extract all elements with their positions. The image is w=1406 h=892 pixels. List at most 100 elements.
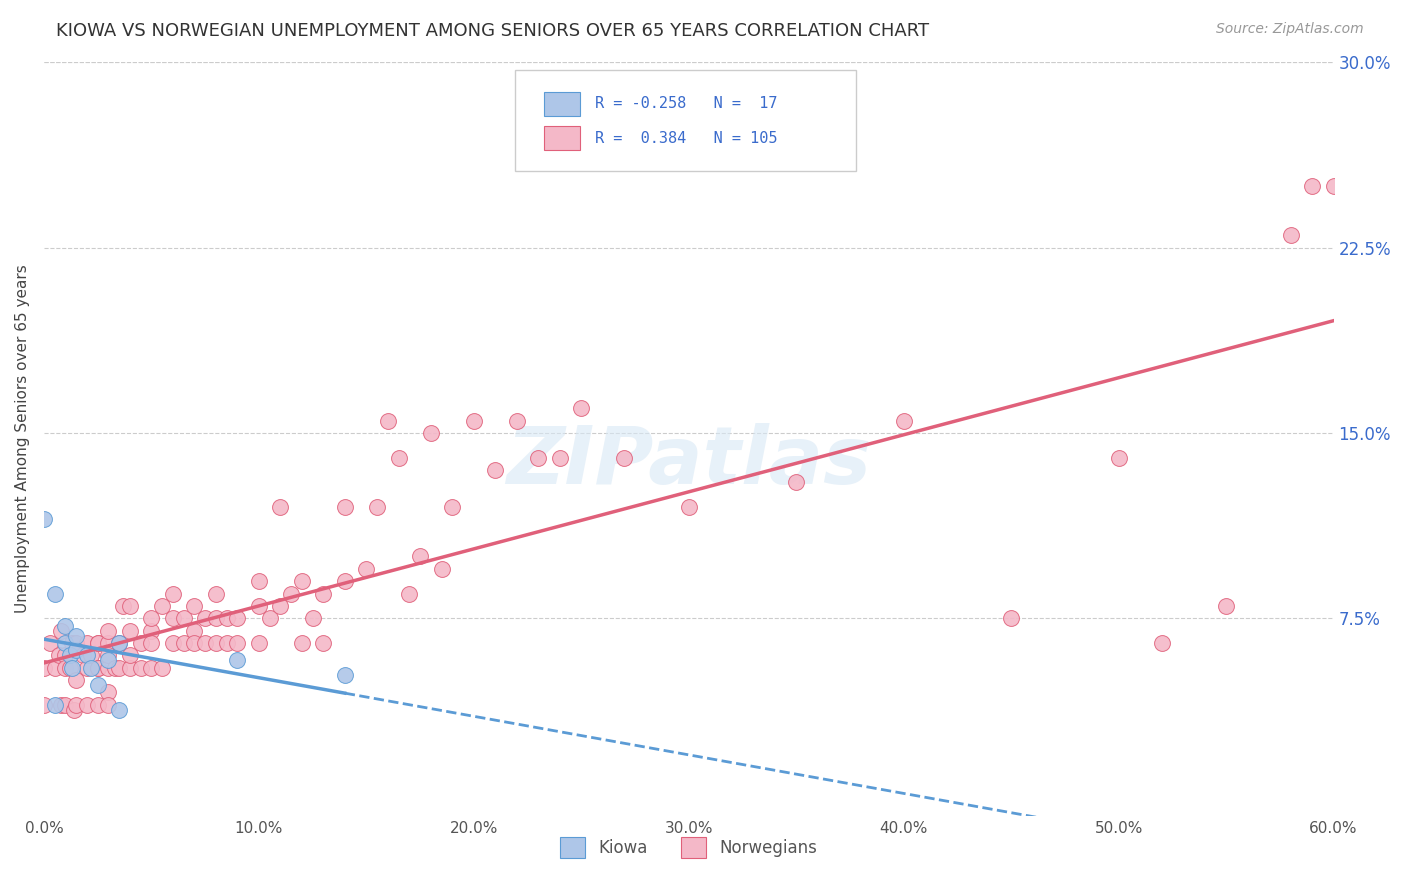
Point — [48, 648, 70, 663]
Point — [118, 599, 141, 613]
Point — [183, 636, 205, 650]
Point — [1215, 599, 1237, 613]
Point — [86, 698, 108, 712]
Point — [97, 648, 120, 663]
Point — [247, 599, 270, 613]
Bar — [544, 126, 581, 151]
Point — [162, 611, 184, 625]
Point — [173, 611, 195, 625]
Point — [55, 648, 77, 663]
Point — [112, 599, 135, 613]
Point — [366, 500, 388, 514]
Point — [118, 661, 141, 675]
Point — [527, 450, 550, 465]
Point — [226, 653, 249, 667]
Point — [129, 636, 152, 650]
Point — [32, 661, 55, 675]
Point — [55, 661, 77, 675]
Point — [118, 624, 141, 638]
Point — [312, 586, 335, 600]
Point — [893, 413, 915, 427]
Point — [141, 611, 163, 625]
Point — [387, 450, 409, 465]
Point — [65, 629, 87, 643]
Point — [785, 475, 807, 490]
Point — [129, 661, 152, 675]
Point — [86, 661, 108, 675]
Point — [44, 698, 66, 712]
Legend: Kiowa, Norwegians: Kiowa, Norwegians — [554, 830, 824, 864]
Point — [39, 636, 62, 650]
Bar — [544, 92, 581, 116]
Point — [333, 574, 356, 589]
FancyBboxPatch shape — [515, 70, 856, 171]
Point — [97, 661, 120, 675]
Point — [569, 401, 592, 416]
Point — [226, 636, 249, 650]
Point — [1279, 228, 1302, 243]
Point — [291, 574, 314, 589]
Point — [86, 661, 108, 675]
Point — [76, 698, 98, 712]
Point — [312, 636, 335, 650]
Point — [162, 636, 184, 650]
Point — [44, 586, 66, 600]
Point — [280, 586, 302, 600]
Text: R =  0.384   N = 105: R = 0.384 N = 105 — [595, 131, 778, 145]
Point — [86, 678, 108, 692]
Point — [59, 648, 82, 663]
Point — [333, 668, 356, 682]
Point — [49, 624, 72, 638]
Point — [506, 413, 529, 427]
Point — [118, 648, 141, 663]
Point — [398, 586, 420, 600]
Point — [60, 661, 83, 675]
Point — [86, 636, 108, 650]
Point — [1000, 611, 1022, 625]
Point — [1150, 636, 1173, 650]
Point — [162, 586, 184, 600]
Point — [108, 661, 131, 675]
Point — [32, 698, 55, 712]
Point — [80, 648, 103, 663]
Point — [409, 549, 432, 564]
Point — [55, 636, 77, 650]
Point — [76, 636, 98, 650]
Point — [55, 618, 77, 632]
Point — [205, 611, 228, 625]
Point — [247, 574, 270, 589]
Point — [76, 661, 98, 675]
Point — [226, 611, 249, 625]
Point — [55, 698, 77, 712]
Point — [65, 673, 87, 687]
Point — [247, 636, 270, 650]
Text: R = -0.258   N =  17: R = -0.258 N = 17 — [595, 96, 778, 112]
Text: Source: ZipAtlas.com: Source: ZipAtlas.com — [1216, 22, 1364, 37]
Point — [301, 611, 323, 625]
Point — [1108, 450, 1130, 465]
Text: KIOWA VS NORWEGIAN UNEMPLOYMENT AMONG SENIORS OVER 65 YEARS CORRELATION CHART: KIOWA VS NORWEGIAN UNEMPLOYMENT AMONG SE… — [56, 22, 929, 40]
Point — [377, 413, 399, 427]
Point — [65, 698, 87, 712]
Point — [141, 661, 163, 675]
Point — [150, 599, 173, 613]
Point — [104, 661, 127, 675]
Point — [97, 653, 120, 667]
Point — [65, 636, 87, 650]
Point — [97, 624, 120, 638]
Point — [44, 661, 66, 675]
Point — [32, 512, 55, 526]
Point — [63, 703, 86, 717]
Y-axis label: Unemployment Among Seniors over 65 years: Unemployment Among Seniors over 65 years — [15, 265, 30, 614]
Point — [259, 611, 281, 625]
Point — [441, 500, 464, 514]
Point — [183, 599, 205, 613]
Point — [613, 450, 636, 465]
Point — [183, 624, 205, 638]
Point — [60, 636, 83, 650]
Point — [76, 648, 98, 663]
Point — [141, 624, 163, 638]
Point — [150, 661, 173, 675]
Point — [141, 636, 163, 650]
Point — [205, 586, 228, 600]
